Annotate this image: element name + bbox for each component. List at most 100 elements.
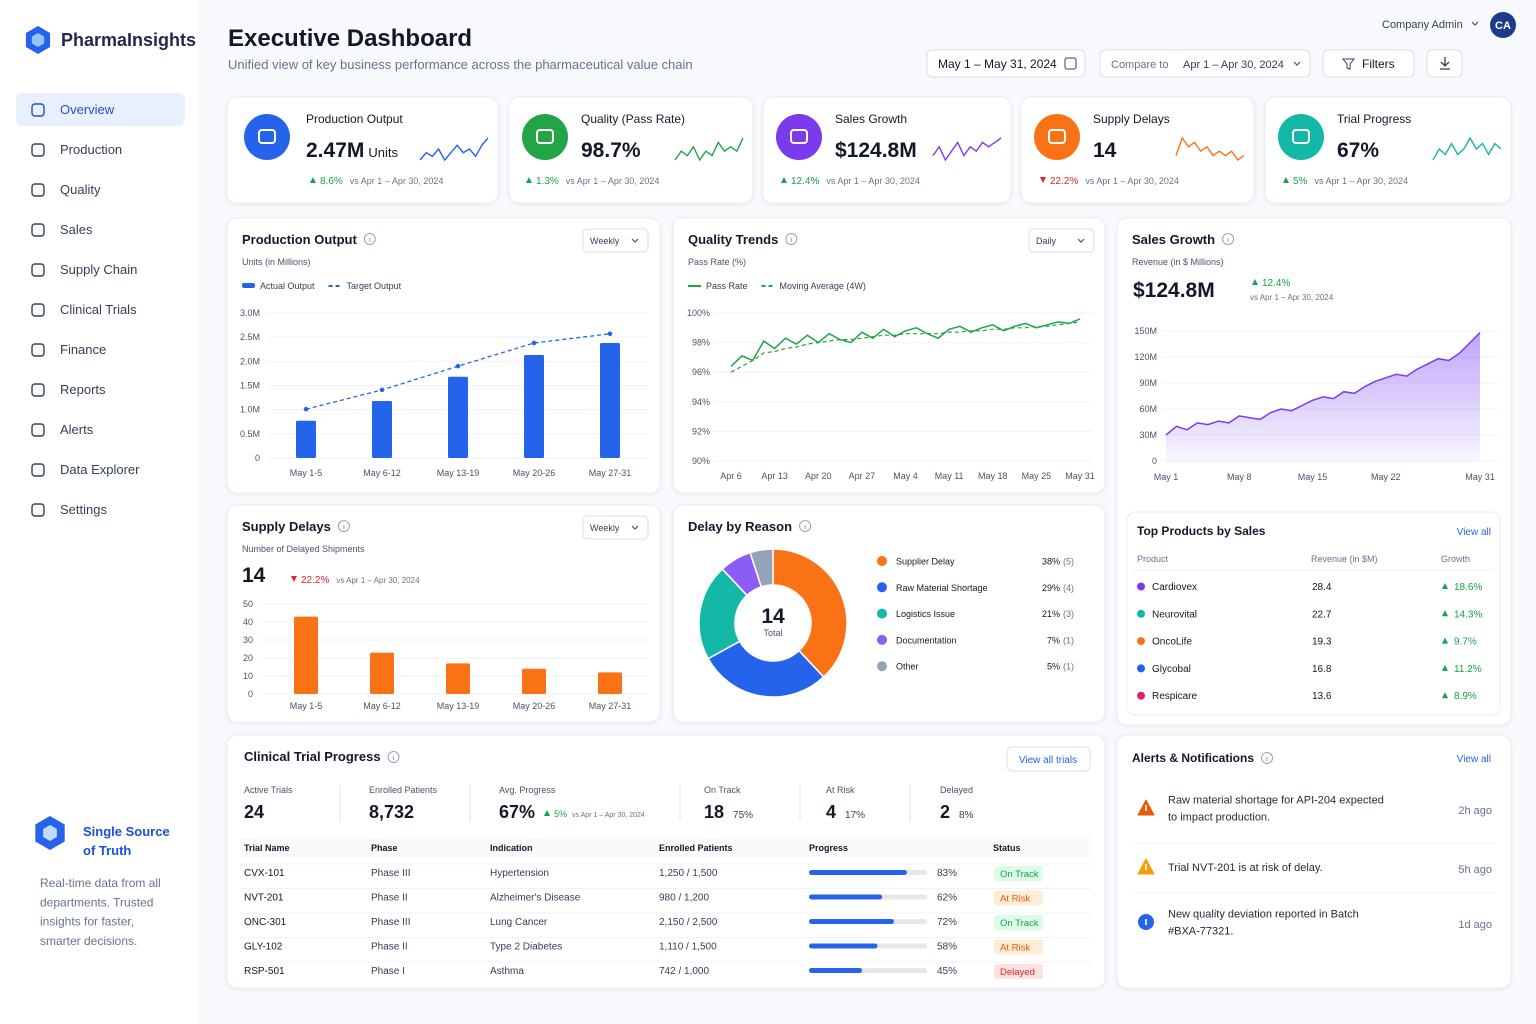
trend-arrow [1040,177,1046,183]
nav-item[interactable]: Production [60,142,122,157]
nav-item[interactable]: Data Explorer [60,462,140,477]
stat-change: 5% [554,809,567,819]
user-name[interactable]: Company Admin [1382,19,1463,31]
x-tick-label: May 6-12 [363,468,401,478]
y-tick-label: 30M [1139,430,1157,440]
alert-text: Raw material shortage for API-204 expect… [1168,795,1384,807]
donut-slice [749,548,774,588]
nav-item[interactable]: Overview [60,102,115,117]
alert-text: to impact production. [1168,812,1270,824]
nav-item[interactable]: Supply Chain [60,262,137,277]
status-badge [994,866,1043,881]
nav-icon [31,183,45,197]
kpi-label: Trial Progress [1337,112,1411,126]
kpi-value: 14 [1093,139,1117,162]
compare-picker[interactable] [1099,49,1311,78]
status-badge [994,964,1043,979]
sparkline [674,137,744,162]
stat-vs: vs Apr 1 – Apr 30, 2024 [572,812,645,819]
trial-name: GLY-102 [244,942,283,953]
x-tick-label: May 1-5 [290,701,323,711]
info-icon [799,520,812,532]
sparkline [1432,136,1502,161]
nav-item[interactable]: Reports [60,382,106,397]
kpi-unit: Units [368,145,398,160]
download-icon [1440,57,1450,70]
nav-item[interactable]: Settings [60,502,107,517]
filter-icon [1341,58,1356,70]
nav-item[interactable]: Sales [60,222,93,237]
nav-item[interactable]: Alerts [60,422,94,437]
progress-label: 83% [937,868,957,879]
area-line [1165,332,1481,436]
product-revenue: 28.4 [1312,582,1332,593]
trial-enrolled: 1,110 / 1,500 [659,942,717,953]
date-range: May 1 – May 31, 2024 [938,57,1057,71]
trial-enrolled: 980 / 1,200 [659,893,709,904]
view-trials-label[interactable]: View all trials [1019,755,1077,766]
compare-range: Apr 1 – Apr 30, 2024 [1183,59,1284,71]
period-dropdown[interactable] [582,515,649,540]
x-tick-label: May 6-12 [363,701,401,711]
x-tick-label: May 8 [1227,472,1252,482]
filters-button[interactable] [1322,49,1415,78]
promo-text: Real-time data from all [40,876,161,890]
product-name: Cardiovex [1152,582,1197,593]
kpi-label: Sales Growth [835,112,907,126]
product-dot [1137,582,1145,591]
card [226,217,661,494]
x-tick-label: May 22 [1371,472,1401,482]
y-tick-label: 0 [255,453,260,463]
nav-icon [31,503,45,517]
nav-item[interactable]: Quality [60,182,101,197]
nav-icon [31,303,45,317]
avatar[interactable] [1490,12,1516,38]
trend-arrow [544,810,551,816]
x-tick-label: May 31 [1065,471,1095,481]
chevron [631,238,639,243]
nav-icon [31,103,45,117]
product-growth: 14.3% [1454,609,1482,620]
stat-label: Enrolled Patients [369,785,438,795]
value-label: 38% [1042,557,1060,567]
big-value: 14 [242,564,266,587]
view-all-link[interactable]: View all [1457,527,1491,538]
view-all-link[interactable]: View all [1457,754,1491,765]
page-subtitle: Unified view of key business performance… [228,57,693,72]
stat-value: 4 [826,802,836,822]
promo-text: insights for faster, [40,915,134,929]
card [1116,734,1512,989]
view-trials-button[interactable] [1006,746,1091,772]
section-title: Alerts & Notifications [1132,751,1254,765]
chevron [631,525,639,530]
legend-label: Actual Output [260,281,315,291]
status-label: On Track [1000,869,1039,880]
product-name: OncoLife [1152,637,1192,648]
stat-value: 67% [499,802,535,822]
kpi-vs: vs Apr 1 – Apr 30, 2024 [566,176,660,186]
kpi-change: 22.2% [1050,176,1078,187]
trial-phase: Phase III [371,917,410,928]
big-change: 22.2% [301,575,329,586]
nav-item[interactable]: Clinical Trials [60,302,137,317]
chart-title: Sales Growth [1132,232,1215,247]
date-picker[interactable] [926,49,1086,78]
bar [370,652,394,694]
compare-label: Compare to [1111,59,1168,71]
period-dropdown[interactable] [582,228,649,253]
trend-line [730,318,1081,367]
product-revenue: 22.7 [1312,609,1332,620]
alert-time: 2h ago [1458,805,1492,817]
y-tick-label: 98% [692,338,710,348]
x-tick-label: May 18 [978,471,1008,481]
period-dropdown[interactable] [1028,228,1095,253]
x-tick-label: May 27-31 [589,468,632,478]
trial-name: RSP-501 [244,966,285,977]
x-tick-label: May 25 [1022,471,1052,481]
product-growth: 9.7% [1454,637,1477,648]
count-label: (1) [1063,662,1074,672]
nav-item[interactable]: Finance [60,342,106,357]
kpi-icon [522,114,568,160]
bar [524,355,544,458]
stat-share: 8% [959,810,974,821]
